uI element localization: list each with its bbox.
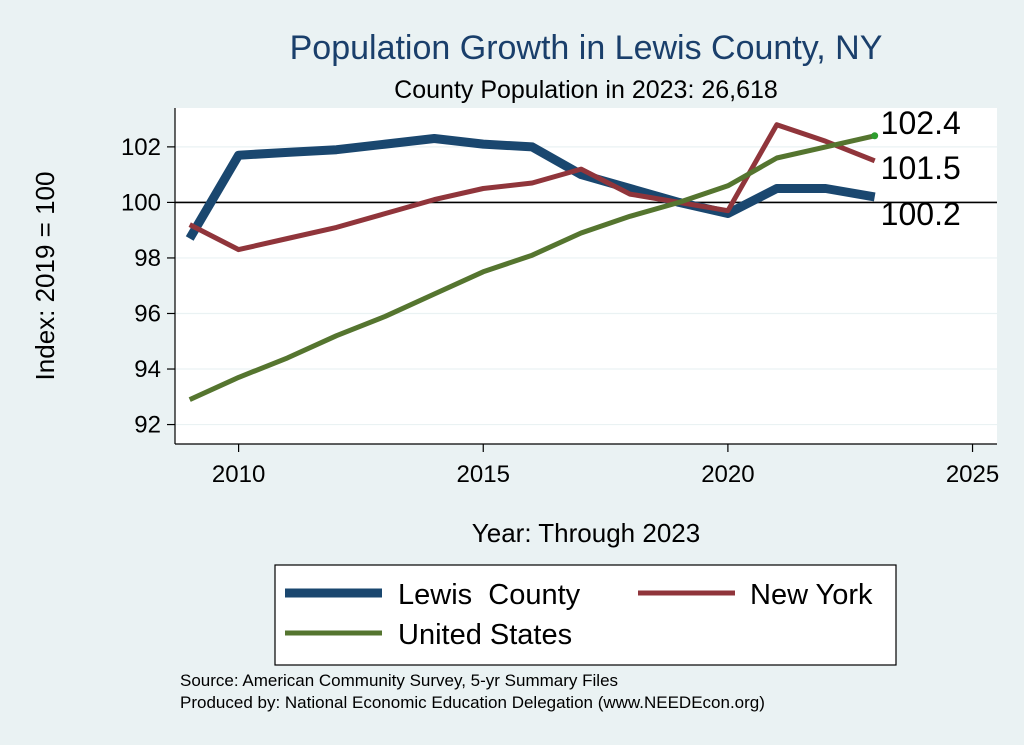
series-line-united-states [188,133,876,402]
x-tick-label-2015: 2015 [457,461,510,488]
series-lines [185,122,879,402]
source-note: Source: American Community Survey, 5-yr … [180,671,618,690]
y-tick-label-94: 94 [134,356,161,383]
legend-box [274,564,897,666]
x-ticks: 2010 2015 2020 2025 [212,444,999,488]
series-line-lewis-county [185,134,876,241]
plot-area [175,108,997,444]
end-label-new-york: 101.5 [881,150,961,186]
legend-label-united-states: United States [398,619,572,651]
end-labels: 102.4 101.5 100.2 [881,105,961,232]
y-tick-label-100: 100 [121,189,161,216]
legend-label-new-york: New York [750,579,873,611]
y-tick-label-102: 102 [121,134,161,161]
gridlines [175,146,997,426]
x-tick-label-2020: 2020 [701,461,754,488]
end-label-united-states: 102.4 [881,105,961,141]
y-tick-label-92: 92 [134,412,161,439]
end-point-united-states [871,132,879,140]
chart-subtitle: County Population in 2023: 26,618 [394,76,778,104]
series-line-new-york [188,122,876,253]
x-tick-label-2010: 2010 [212,461,265,488]
y-tick-label-96: 96 [134,300,161,327]
produced-by-note: Produced by: National Economic Education… [180,693,765,712]
legend-label-lewis-county: Lewis County [398,579,581,611]
x-axis-title: Year: Through 2023 [472,518,700,548]
y-ticks: 92 94 96 98 100 102 [121,134,175,439]
y-axis-title: Index: 2019 = 100 [30,172,60,381]
legend: Lewis County New York United States [274,564,897,666]
chart-title: Population Growth in Lewis County, NY [290,29,883,67]
end-label-lewis-county: 100.2 [881,196,961,232]
y-tick-label-98: 98 [134,245,161,272]
x-tick-label-2025: 2025 [946,461,999,488]
